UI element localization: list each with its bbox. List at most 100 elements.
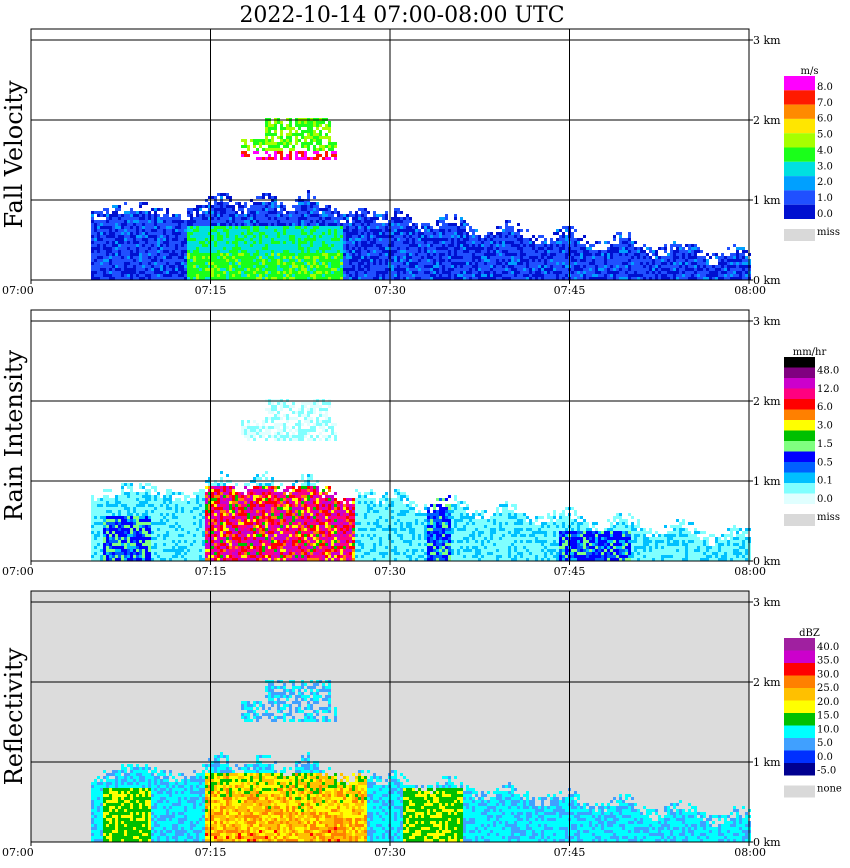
heatmap-cell — [190, 253, 193, 256]
heatmap-cell — [454, 253, 457, 256]
heatmap-cell — [205, 247, 208, 250]
heatmap-cell — [130, 558, 133, 561]
heatmap-cell — [691, 277, 694, 280]
heatmap-cell — [187, 271, 190, 274]
heatmap-cell — [211, 226, 214, 229]
heatmap-cell — [208, 232, 211, 235]
heatmap-cell — [319, 244, 322, 247]
heatmap-cell — [367, 268, 370, 271]
heatmap-cell — [511, 247, 514, 250]
heatmap-cell — [166, 229, 169, 232]
heatmap-cell — [430, 253, 433, 256]
heatmap-cell — [430, 256, 433, 259]
heatmap-cell — [145, 504, 148, 507]
heatmap-cell — [280, 265, 283, 268]
heatmap-cell — [694, 256, 697, 259]
heatmap-cell — [391, 244, 394, 247]
heatmap-cell — [241, 205, 244, 208]
heatmap-cell — [298, 244, 301, 247]
heatmap-cell — [103, 507, 106, 510]
heatmap-cell — [364, 265, 367, 268]
heatmap-cell — [91, 223, 94, 226]
heatmap-cell — [517, 223, 520, 226]
heatmap-cell — [343, 259, 346, 262]
heatmap-cell — [229, 244, 232, 247]
heatmap-cell — [439, 235, 442, 238]
heatmap-cell — [133, 232, 136, 235]
heatmap-cell — [709, 271, 712, 274]
heatmap-cell — [307, 196, 310, 199]
heatmap-cell — [148, 211, 151, 214]
heatmap-cell — [205, 274, 208, 277]
heatmap-cell — [133, 223, 136, 226]
heatmap-cell — [289, 232, 292, 235]
heatmap-cell — [205, 241, 208, 244]
heatmap-cell — [436, 271, 439, 274]
heatmap-cell — [694, 244, 697, 247]
heatmap-cell — [661, 247, 664, 250]
heatmap-cell — [271, 277, 274, 280]
heatmap-cell — [586, 259, 589, 262]
heatmap-cell — [319, 148, 322, 151]
heatmap-cell — [589, 259, 592, 262]
heatmap-cell — [154, 510, 157, 513]
heatmap-cell — [313, 211, 316, 214]
heatmap-cell — [331, 238, 334, 241]
heatmap-cell — [403, 217, 406, 220]
heatmap-cell — [91, 256, 94, 259]
heatmap-cell — [202, 205, 205, 208]
heatmap-cell — [439, 262, 442, 265]
heatmap-cell — [109, 555, 112, 558]
heatmap-cell — [625, 265, 628, 268]
heatmap-cell — [655, 250, 658, 253]
heatmap-cell — [472, 271, 475, 274]
heatmap-cell — [724, 259, 727, 262]
heatmap-cell — [451, 244, 454, 247]
heatmap-cell — [145, 211, 148, 214]
heatmap-cell — [664, 274, 667, 277]
heatmap-cell — [145, 220, 148, 223]
heatmap-cell — [445, 214, 448, 217]
heatmap-cell — [136, 271, 139, 274]
heatmap-cell — [379, 256, 382, 259]
heatmap-cell — [265, 157, 268, 160]
heatmap-cell — [103, 232, 106, 235]
heatmap-cell — [274, 124, 277, 127]
heatmap-cell — [145, 492, 148, 495]
heatmap-cell — [160, 516, 163, 519]
heatmap-cell — [379, 232, 382, 235]
heatmap-cell — [625, 277, 628, 280]
heatmap-cell — [301, 208, 304, 211]
heatmap-cell — [130, 268, 133, 271]
heatmap-cell — [382, 232, 385, 235]
heatmap-cell — [283, 235, 286, 238]
heatmap-cell — [109, 277, 112, 280]
heatmap-cell — [307, 124, 310, 127]
heatmap-cell — [358, 220, 361, 223]
heatmap-cell — [211, 256, 214, 259]
heatmap-cell — [151, 558, 154, 561]
heatmap-cell — [130, 241, 133, 244]
heatmap-cell — [109, 537, 112, 540]
heatmap-cell — [367, 223, 370, 226]
heatmap-cell — [352, 250, 355, 253]
heatmap-cell — [613, 238, 616, 241]
heatmap-cell — [160, 259, 163, 262]
heatmap-cell — [97, 507, 100, 510]
heatmap-cell — [175, 229, 178, 232]
heatmap-cell — [205, 211, 208, 214]
heatmap-cell — [142, 519, 145, 522]
heatmap-cell — [130, 513, 133, 516]
heatmap-cell — [145, 498, 148, 501]
heatmap-cell — [724, 274, 727, 277]
heatmap-cell — [415, 226, 418, 229]
legend-unit: m/s — [801, 66, 819, 77]
heatmap-cell — [328, 247, 331, 250]
heatmap-cell — [256, 268, 259, 271]
heatmap-cell — [196, 253, 199, 256]
heatmap-cell — [310, 136, 313, 139]
heatmap-cell — [283, 142, 286, 145]
heatmap-cell — [592, 277, 595, 280]
heatmap-cell — [649, 265, 652, 268]
heatmap-cell — [496, 226, 499, 229]
